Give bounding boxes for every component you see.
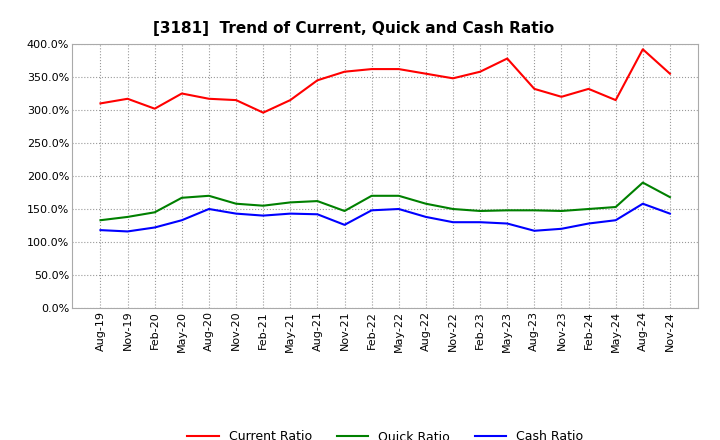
Current Ratio [178,91,186,96]
Quick Ratio [557,208,566,213]
Text: [3181]  Trend of Current, Quick and Cash Ratio: [3181] Trend of Current, Quick and Cash … [153,21,554,36]
Cash Ratio [232,211,240,216]
Current Ratio [476,69,485,74]
Line: Quick Ratio: Quick Ratio [101,183,670,220]
Cash Ratio [341,222,349,227]
Cash Ratio [530,228,539,233]
Current Ratio [584,86,593,92]
Current Ratio [557,94,566,99]
Cash Ratio [584,221,593,226]
Cash Ratio [449,220,457,225]
Cash Ratio [476,220,485,225]
Current Ratio [341,69,349,74]
Quick Ratio [150,210,159,215]
Cash Ratio [259,213,268,218]
Quick Ratio [313,198,322,204]
Cash Ratio [367,208,376,213]
Quick Ratio [476,208,485,213]
Current Ratio [150,106,159,111]
Quick Ratio [639,180,647,185]
Quick Ratio [503,208,511,213]
Quick Ratio [611,204,620,210]
Quick Ratio [341,208,349,213]
Current Ratio [421,71,430,76]
Quick Ratio [286,200,294,205]
Quick Ratio [421,201,430,206]
Cash Ratio [395,206,403,212]
Cash Ratio [421,214,430,220]
Quick Ratio [449,206,457,212]
Quick Ratio [96,217,105,223]
Cash Ratio [150,225,159,230]
Quick Ratio [665,194,674,200]
Current Ratio [232,97,240,103]
Line: Current Ratio: Current Ratio [101,49,670,113]
Cash Ratio [96,227,105,233]
Current Ratio [204,96,213,101]
Quick Ratio [530,208,539,213]
Current Ratio [123,96,132,101]
Cash Ratio [503,221,511,226]
Current Ratio [286,97,294,103]
Cash Ratio [665,211,674,216]
Quick Ratio [367,193,376,198]
Cash Ratio [178,217,186,223]
Line: Cash Ratio: Cash Ratio [101,204,670,231]
Current Ratio [530,86,539,92]
Cash Ratio [286,211,294,216]
Quick Ratio [395,193,403,198]
Current Ratio [503,56,511,61]
Cash Ratio [313,212,322,217]
Current Ratio [259,110,268,115]
Legend: Current Ratio, Quick Ratio, Cash Ratio: Current Ratio, Quick Ratio, Cash Ratio [182,425,588,440]
Current Ratio [367,66,376,72]
Quick Ratio [232,201,240,206]
Quick Ratio [178,195,186,201]
Current Ratio [96,101,105,106]
Current Ratio [665,71,674,76]
Cash Ratio [611,217,620,223]
Current Ratio [611,97,620,103]
Quick Ratio [584,206,593,212]
Quick Ratio [259,203,268,209]
Quick Ratio [204,193,213,198]
Cash Ratio [123,229,132,234]
Cash Ratio [639,201,647,206]
Cash Ratio [204,206,213,212]
Quick Ratio [123,214,132,220]
Cash Ratio [557,226,566,231]
Current Ratio [313,77,322,83]
Current Ratio [449,76,457,81]
Current Ratio [639,47,647,52]
Current Ratio [395,66,403,72]
